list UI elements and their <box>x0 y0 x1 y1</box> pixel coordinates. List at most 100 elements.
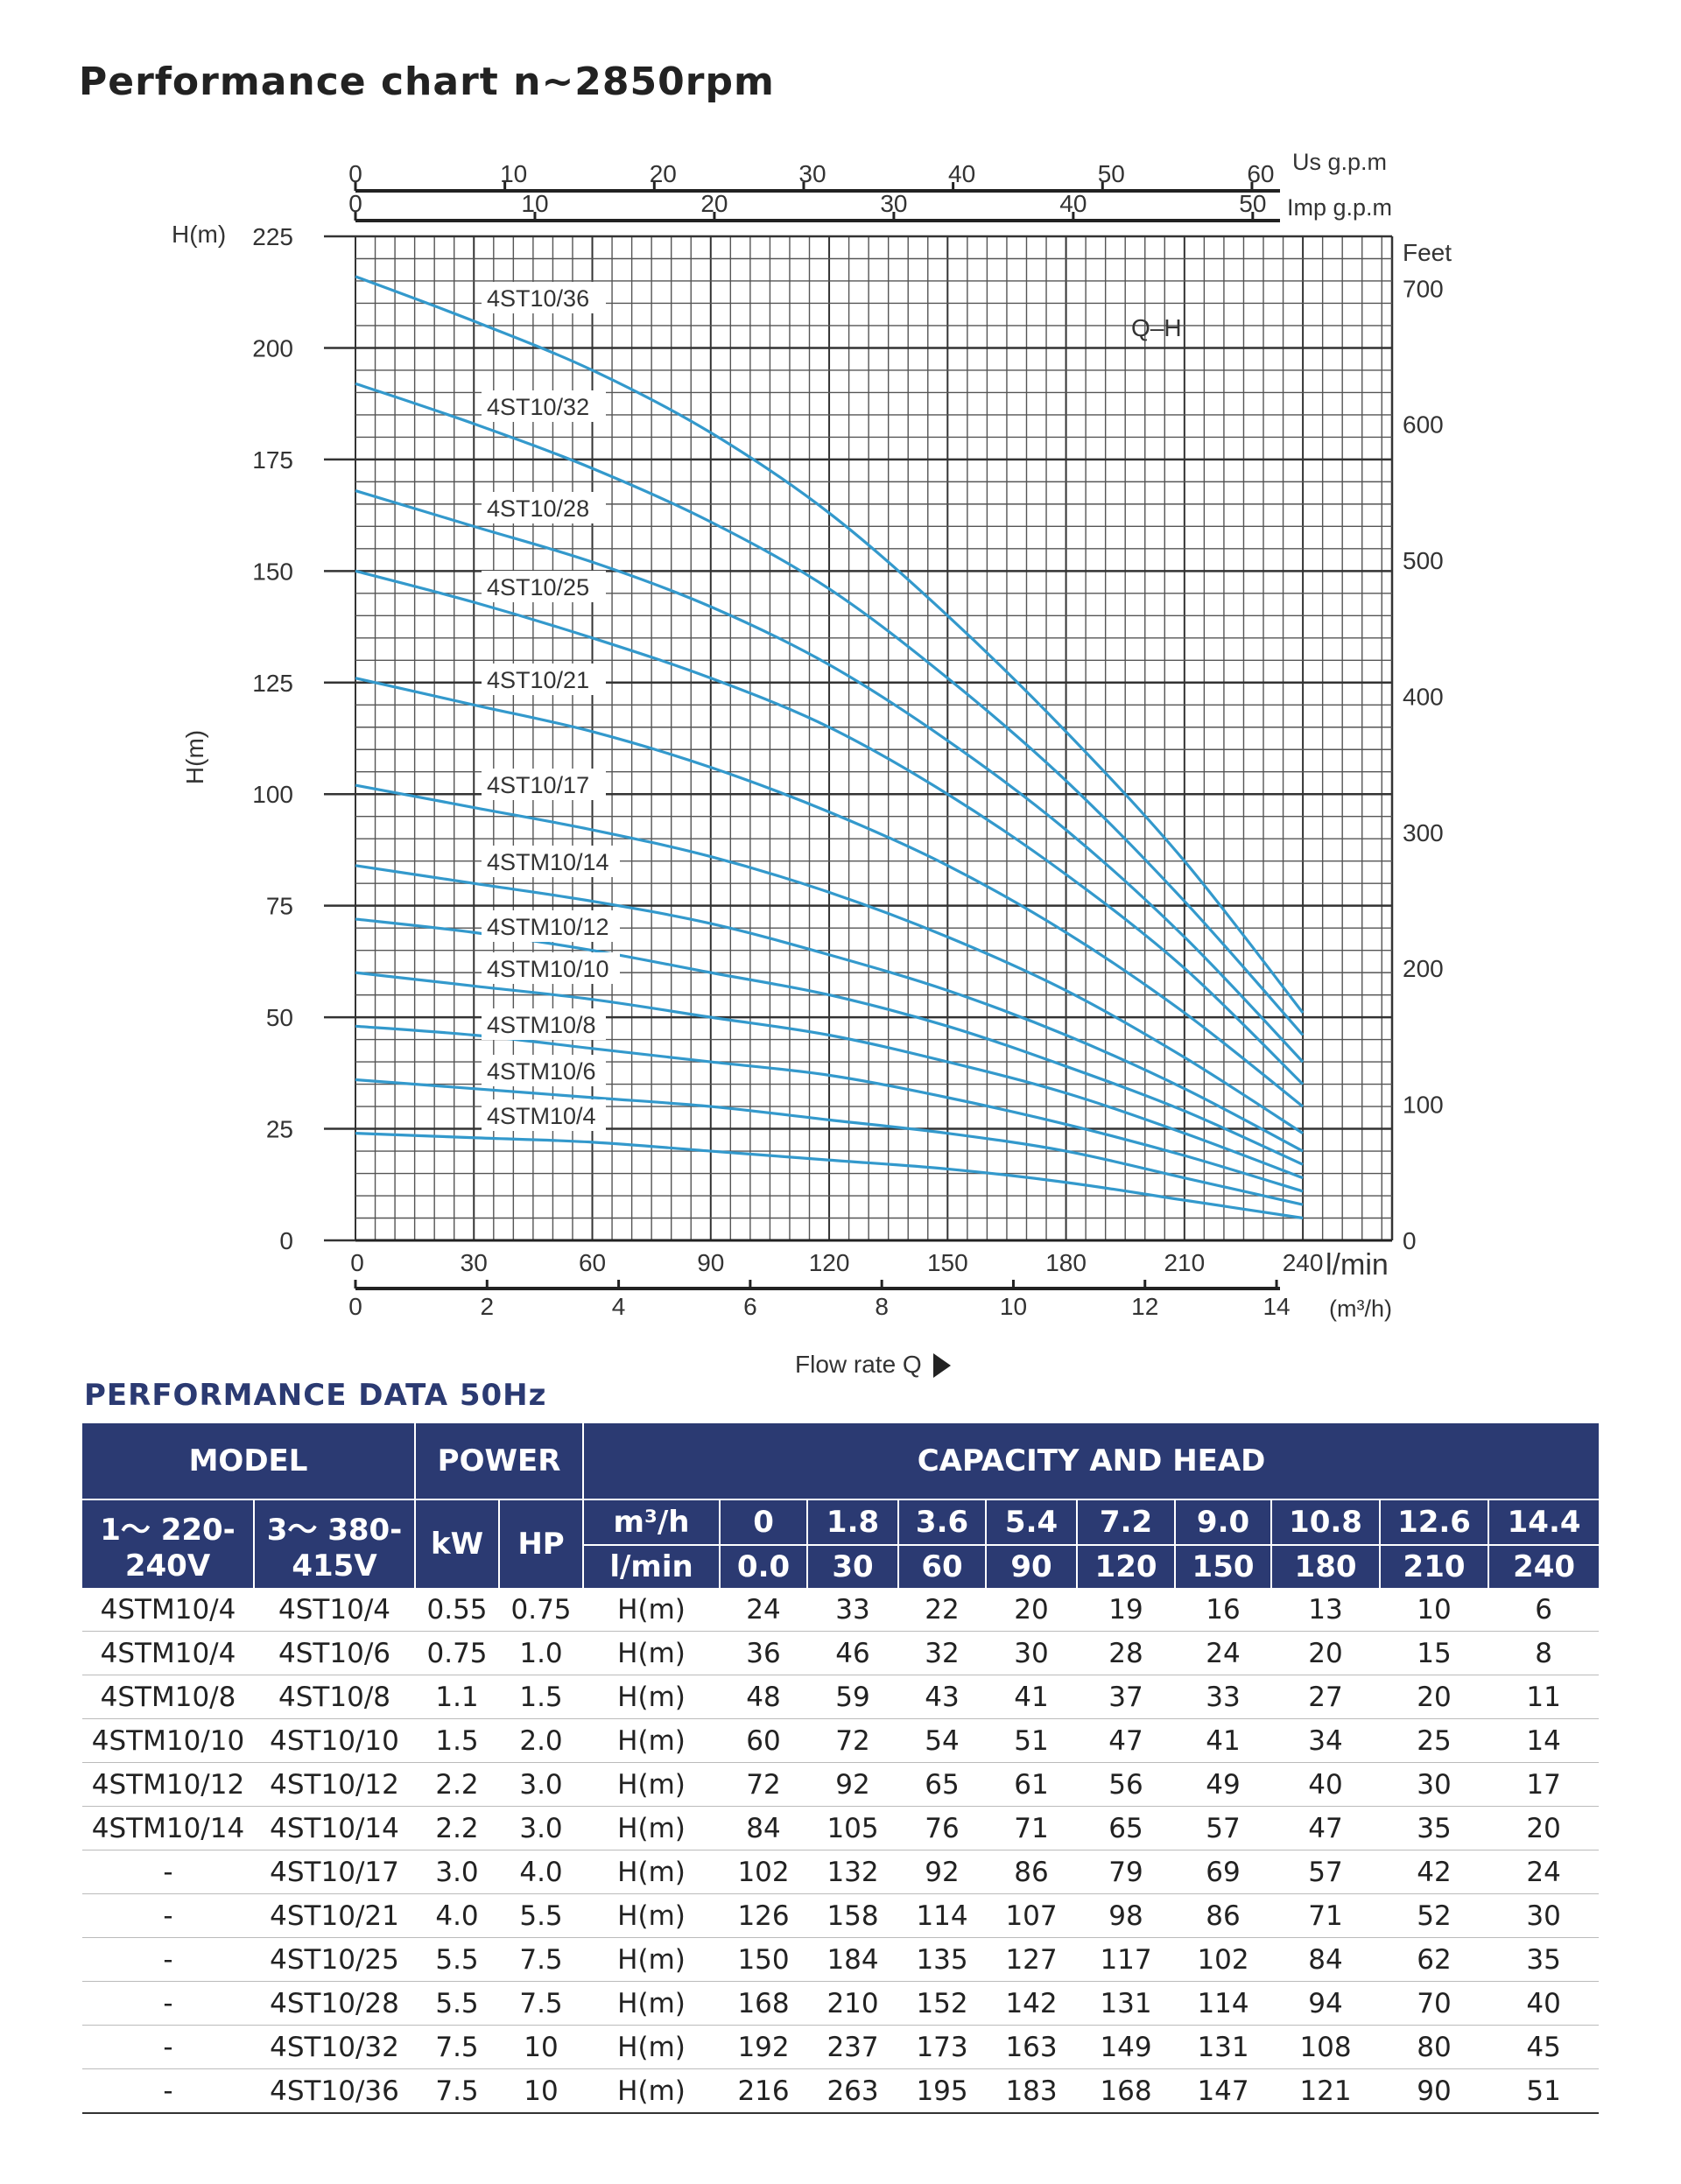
head-value: 70 <box>1380 1981 1489 2026</box>
head-value: 105 <box>807 1806 899 1850</box>
table-row: 4STM10/14 4ST10/14 2.2 3.0 H(m) 84 105 76 71 65 57… <box>82 1806 1600 1850</box>
header-lmin-value: 0.0 <box>720 1544 809 1588</box>
us-gpm-tick-label: 40 <box>948 160 975 187</box>
header-capacity: CAPACITY AND HEAD <box>583 1423 1600 1499</box>
x-tick-label: 90 <box>697 1249 724 1276</box>
x-tick-label: 120 <box>809 1249 850 1276</box>
head-value: 14 <box>1488 1718 1600 1763</box>
power-kw: 2.2 <box>415 1806 500 1850</box>
header-lmin-value: 90 <box>986 1544 1079 1588</box>
feet-tick-label: 400 <box>1403 683 1444 710</box>
head-unit: H(m) <box>583 2025 721 2069</box>
head-value: 158 <box>807 1893 899 1938</box>
head-unit: H(m) <box>583 1675 721 1719</box>
head-value: 121 <box>1271 2068 1381 2114</box>
us-gpm-tick-label: 30 <box>798 160 826 187</box>
curve-label-background <box>482 664 606 695</box>
three-phase-model: 4ST10/4 <box>254 1588 416 1632</box>
head-value: 142 <box>986 1981 1078 2026</box>
y-tick-label: 150 <box>252 558 293 585</box>
single-phase-model: 4STM10/4 <box>82 1631 254 1675</box>
curve-line <box>355 1132 1304 1220</box>
m3h-tick-label: 14 <box>1263 1293 1290 1320</box>
imp-gpm-tick-label: 10 <box>521 190 548 217</box>
y-axis-label: H(m) <box>181 730 208 784</box>
us-gpm-label: Us g.p.m <box>1292 149 1387 175</box>
feet-tick-label: 0 <box>1403 1227 1417 1254</box>
header-m3h-value: 10.8 <box>1271 1499 1382 1545</box>
curve-line <box>355 783 1304 1134</box>
table-row: -4ST10/36 7.5 10 H(m) 216 263 195 183 168 147 121 9… <box>82 2068 1600 2114</box>
header-single-phase: 1～ 220-240V <box>82 1499 255 1588</box>
header-kw: kW <box>415 1499 501 1588</box>
header-lmin-value: 180 <box>1271 1544 1382 1588</box>
head-value: 80 <box>1380 2025 1489 2069</box>
single-phase-model: - <box>82 2068 254 2114</box>
curve-label: 4STM10/8 <box>487 1012 596 1038</box>
head-value: 57 <box>1175 1806 1272 1850</box>
three-phase-model: 4ST10/32 <box>254 2025 416 2069</box>
single-phase-model: 4STM10/14 <box>82 1806 254 1850</box>
y-tick-label: 0 <box>279 1227 293 1254</box>
head-value: 47 <box>1077 1718 1176 1763</box>
head-value: 52 <box>1380 1893 1489 1938</box>
head-value: 131 <box>1175 2025 1272 2069</box>
m3h-tick-label: 4 <box>612 1293 626 1320</box>
single-phase-model: 4STM10/4 <box>82 1588 254 1632</box>
head-value: 27 <box>1271 1675 1381 1719</box>
curve-label: 4ST10/21 <box>487 667 589 693</box>
head-value: 168 <box>1077 2068 1176 2114</box>
head-unit: H(m) <box>583 1631 721 1675</box>
m3h-tick-label: 0 <box>348 1293 362 1320</box>
head-value: 192 <box>720 2025 808 2069</box>
header-lmin: l/min <box>583 1544 721 1588</box>
y-axis-top-label: H(m) <box>172 221 226 248</box>
head-value: 30 <box>986 1631 1078 1675</box>
power-kw: 1.5 <box>415 1718 500 1763</box>
curve-line <box>355 275 1305 1014</box>
power-kw: 0.55 <box>415 1588 500 1632</box>
header-m3h-value: 3.6 <box>898 1499 988 1545</box>
head-value: 24 <box>1175 1631 1272 1675</box>
head-unit: H(m) <box>583 1588 721 1632</box>
feet-tick-label: 300 <box>1403 819 1444 846</box>
us-gpm-tick-label: 10 <box>500 160 527 187</box>
head-value: 114 <box>898 1893 987 1938</box>
single-phase-model: - <box>82 1893 254 1938</box>
three-phase-model: 4ST10/25 <box>254 1937 416 1982</box>
power-hp: 1.0 <box>499 1631 584 1675</box>
head-value: 237 <box>807 2025 899 2069</box>
head-value: 48 <box>720 1675 808 1719</box>
head-value: 15 <box>1380 1631 1489 1675</box>
table-row: 4STM10/10 4ST10/10 1.5 2.0 H(m) 60 72 54 51 47 41 3… <box>82 1718 1600 1763</box>
curve-label-background <box>482 1099 606 1131</box>
power-kw: 1.1 <box>415 1675 500 1719</box>
head-value: 102 <box>1175 1937 1272 1982</box>
table-row: 4STM10/4 4ST10/4 0.55 0.75 H(m) 24 33 22 20 19 16 1… <box>82 1588 1600 1632</box>
head-value: 92 <box>898 1850 987 1894</box>
head-value: 127 <box>986 1937 1078 1982</box>
head-value: 32 <box>898 1631 987 1675</box>
power-hp: 1.5 <box>499 1675 584 1719</box>
head-unit: H(m) <box>583 1937 721 1982</box>
head-value: 41 <box>1175 1718 1272 1763</box>
header-m3h-value: 1.8 <box>807 1499 900 1545</box>
curve-label-background <box>482 1055 606 1086</box>
three-phase-model: 4ST10/14 <box>254 1806 416 1850</box>
head-value: 36 <box>720 1631 808 1675</box>
header-lmin-value: 30 <box>807 1544 900 1588</box>
head-unit: H(m) <box>583 1893 721 1938</box>
single-phase-model: 4STM10/10 <box>82 1718 254 1763</box>
power-kw: 7.5 <box>415 2025 500 2069</box>
head-unit: H(m) <box>583 1806 721 1850</box>
head-value: 24 <box>720 1588 808 1632</box>
head-value: 13 <box>1271 1588 1381 1632</box>
header-m3h-value: 14.4 <box>1488 1499 1600 1545</box>
x2-unit-label: (m³/h) <box>1329 1296 1392 1322</box>
x-tick-label: 180 <box>1045 1249 1087 1276</box>
head-value: 65 <box>898 1762 987 1807</box>
head-value: 61 <box>986 1762 1078 1807</box>
flow-direction-icon <box>933 1353 951 1378</box>
head-value: 86 <box>986 1850 1078 1894</box>
curve-label: 4STM10/4 <box>487 1103 596 1129</box>
